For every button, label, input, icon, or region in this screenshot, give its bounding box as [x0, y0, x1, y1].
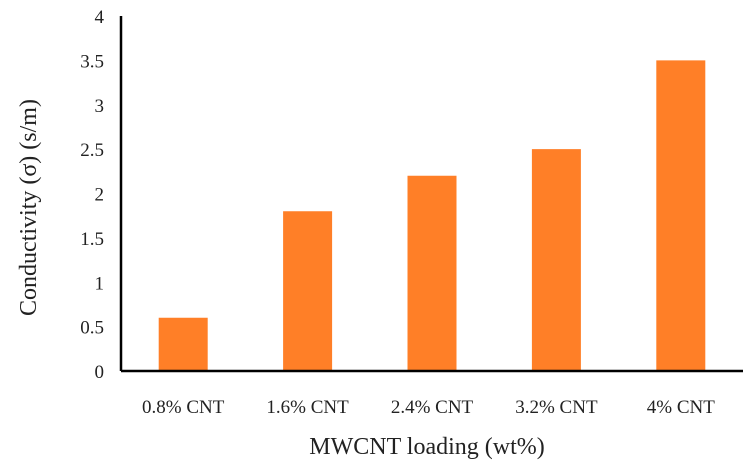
- x-tick-label: 4% CNT: [647, 397, 715, 418]
- y-axis-ticks: 0 0.5 1 1.5 2 2.5 3 3.5 4: [80, 7, 104, 383]
- y-tick-label: 3: [95, 96, 105, 117]
- y-tick-label: 2.5: [80, 140, 104, 161]
- y-axis-title: Conductivity (σ) (s/m): [16, 99, 42, 316]
- bar-5: [656, 60, 706, 371]
- bar-4: [531, 149, 581, 371]
- y-tick-label: 3.5: [80, 51, 104, 72]
- y-tick-label: 4: [95, 7, 105, 28]
- y-tick-label: 1.5: [80, 229, 104, 250]
- y-tick-label: 2: [95, 185, 105, 206]
- y-tick-label: 0.5: [80, 318, 104, 339]
- bar-2: [283, 211, 333, 371]
- bars-group: [158, 60, 706, 371]
- x-axis-title: MWCNT loading (wt%): [309, 434, 545, 460]
- x-tick-label: 3.2% CNT: [515, 397, 598, 418]
- x-tick-label: 1.6% CNT: [266, 397, 349, 418]
- x-axis-ticks: 0.8% CNT 1.6% CNT 2.4% CNT 3.2% CNT 4% CNT: [142, 397, 715, 418]
- y-tick-label: 1: [95, 273, 105, 294]
- x-tick-label: 0.8% CNT: [142, 397, 225, 418]
- y-tick-label: 0: [95, 362, 105, 383]
- bar-1: [158, 317, 208, 371]
- bar-3: [407, 175, 457, 371]
- x-tick-label: 2.4% CNT: [391, 397, 474, 418]
